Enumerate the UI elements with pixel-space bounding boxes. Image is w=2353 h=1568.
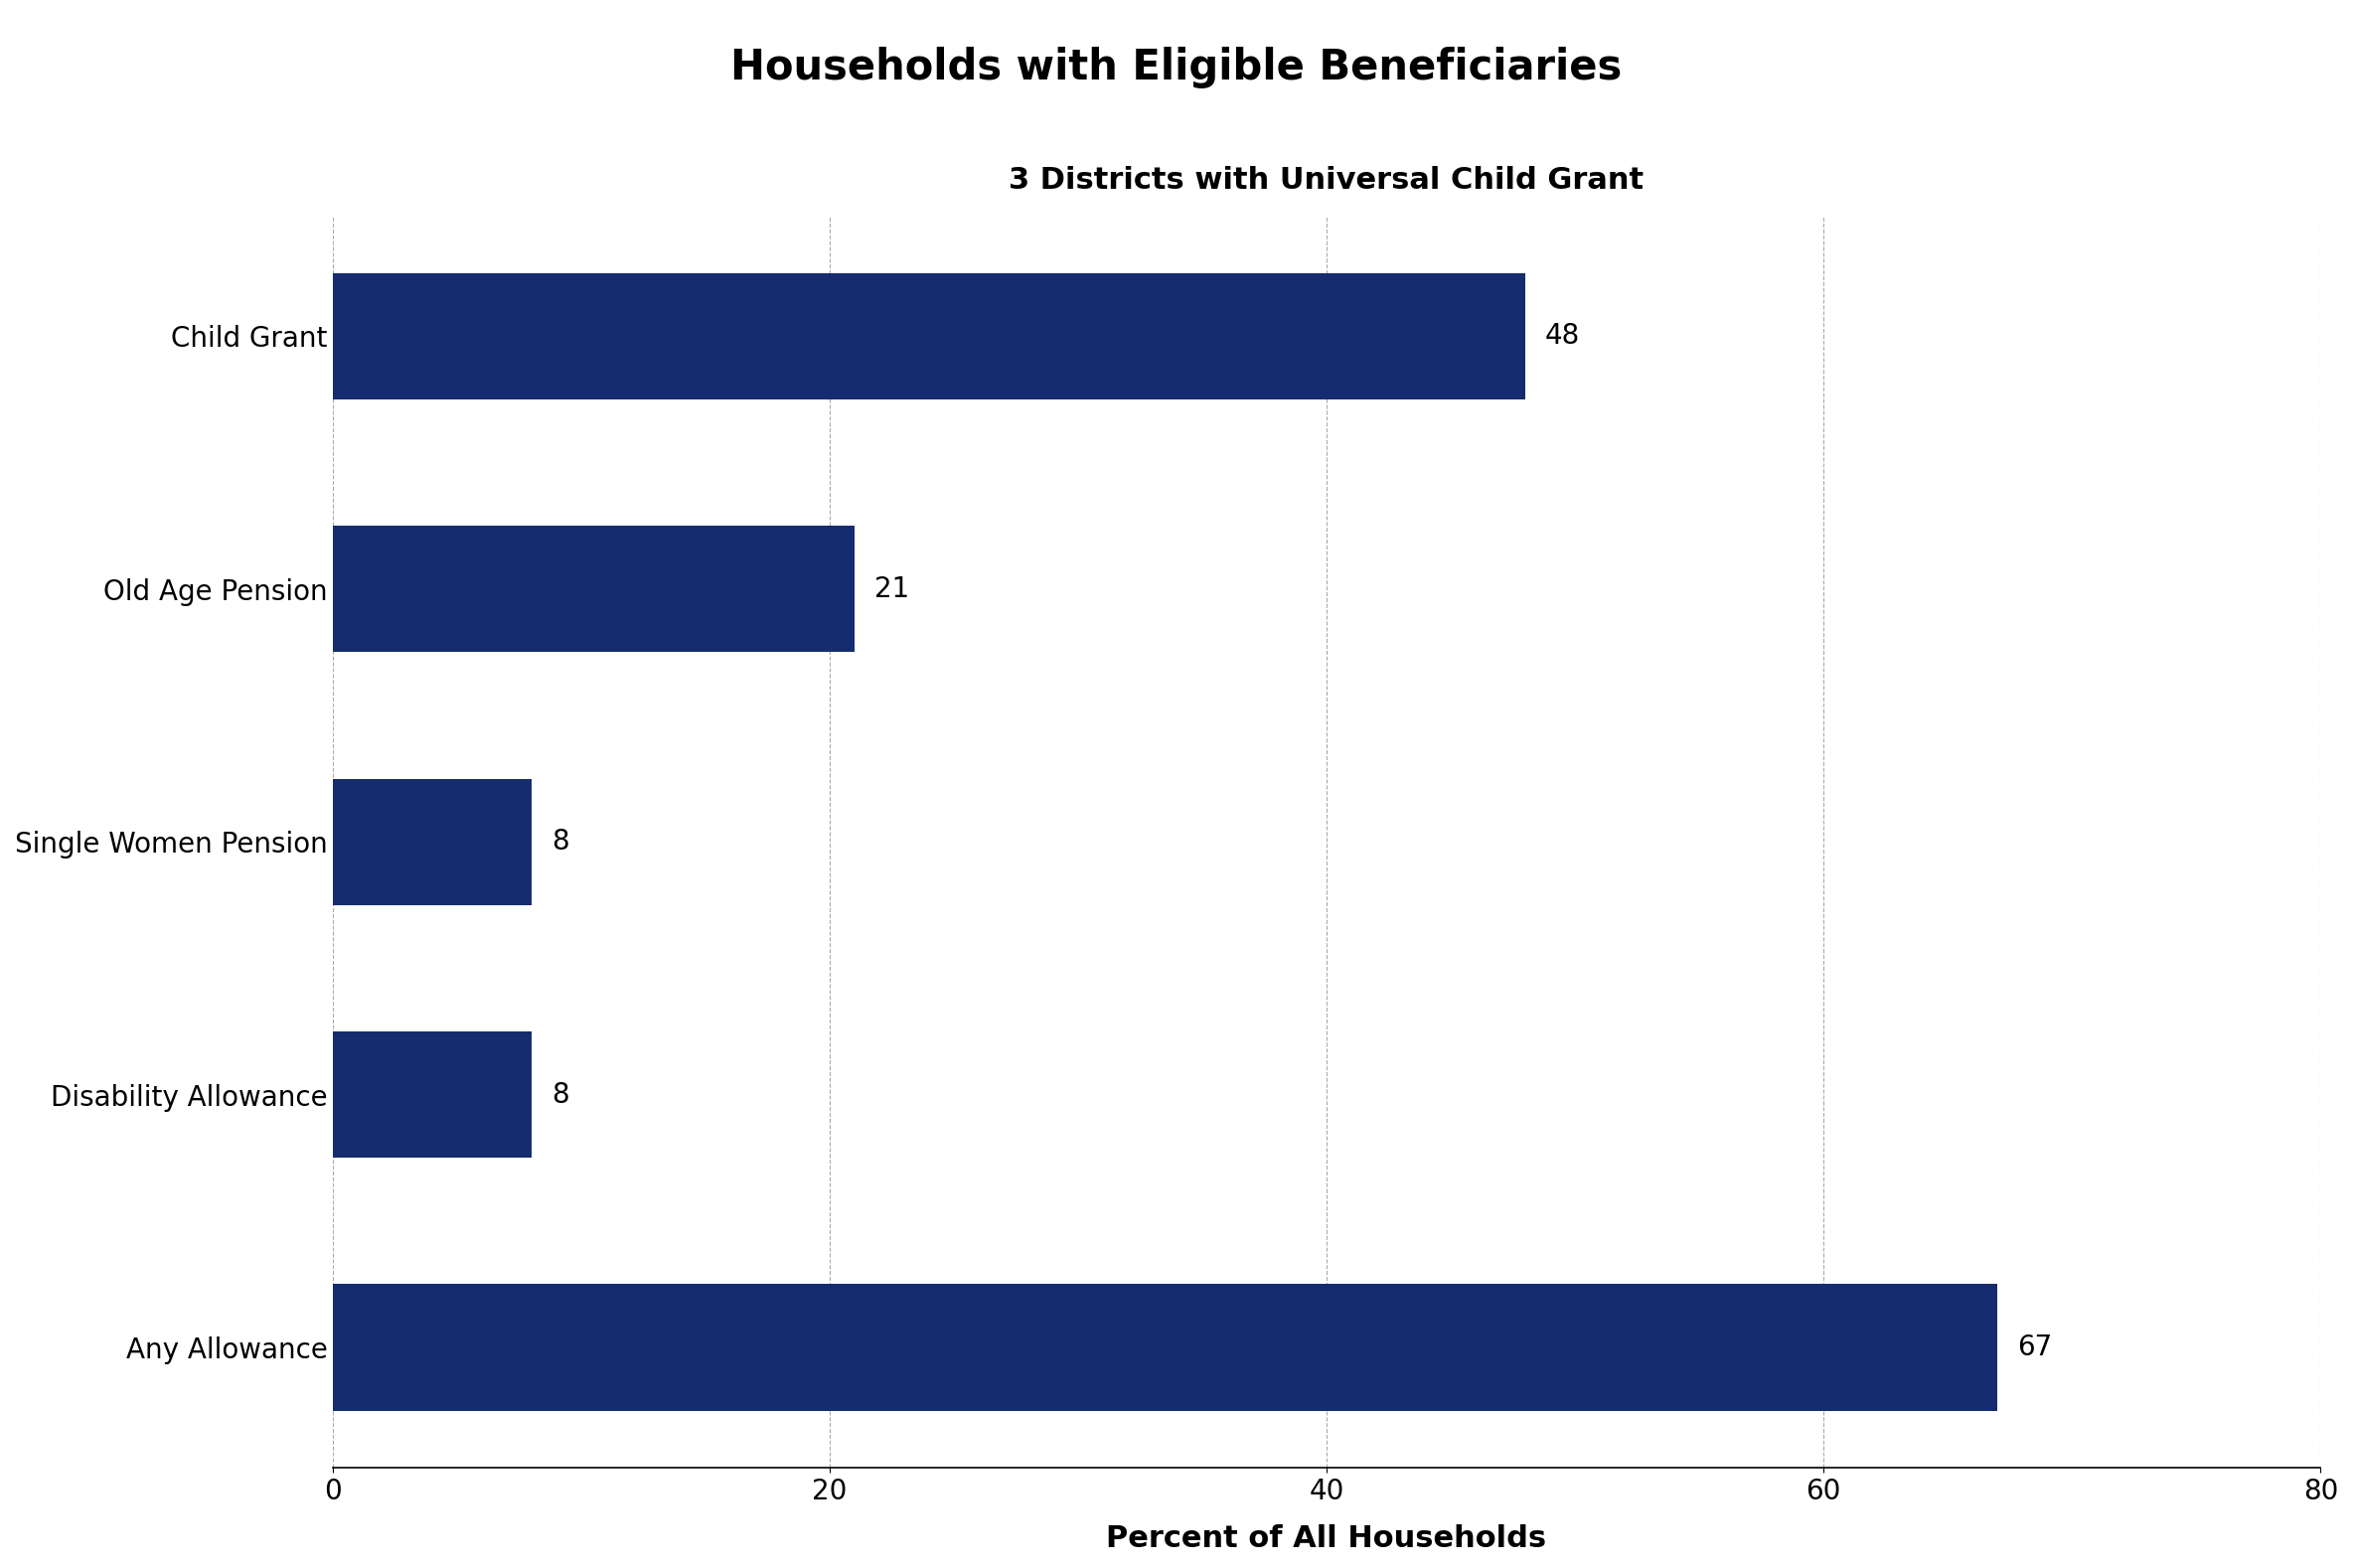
X-axis label: Percent of All Households: Percent of All Households — [1106, 1524, 1546, 1552]
Text: 8: 8 — [551, 828, 569, 856]
Text: 48: 48 — [1546, 323, 1581, 350]
Bar — [332, 779, 532, 905]
Text: Households with Eligible Beneficiaries: Households with Eligible Beneficiaries — [732, 47, 1621, 89]
Text: 8: 8 — [551, 1080, 569, 1109]
Bar — [332, 1284, 1998, 1411]
Bar — [332, 273, 1525, 400]
Bar — [332, 1032, 532, 1157]
Text: 21: 21 — [875, 575, 908, 602]
Text: 67: 67 — [2017, 1333, 2052, 1361]
Bar — [332, 525, 854, 652]
Title: 3 Districts with Universal Child Grant: 3 Districts with Universal Child Grant — [1009, 166, 1645, 194]
